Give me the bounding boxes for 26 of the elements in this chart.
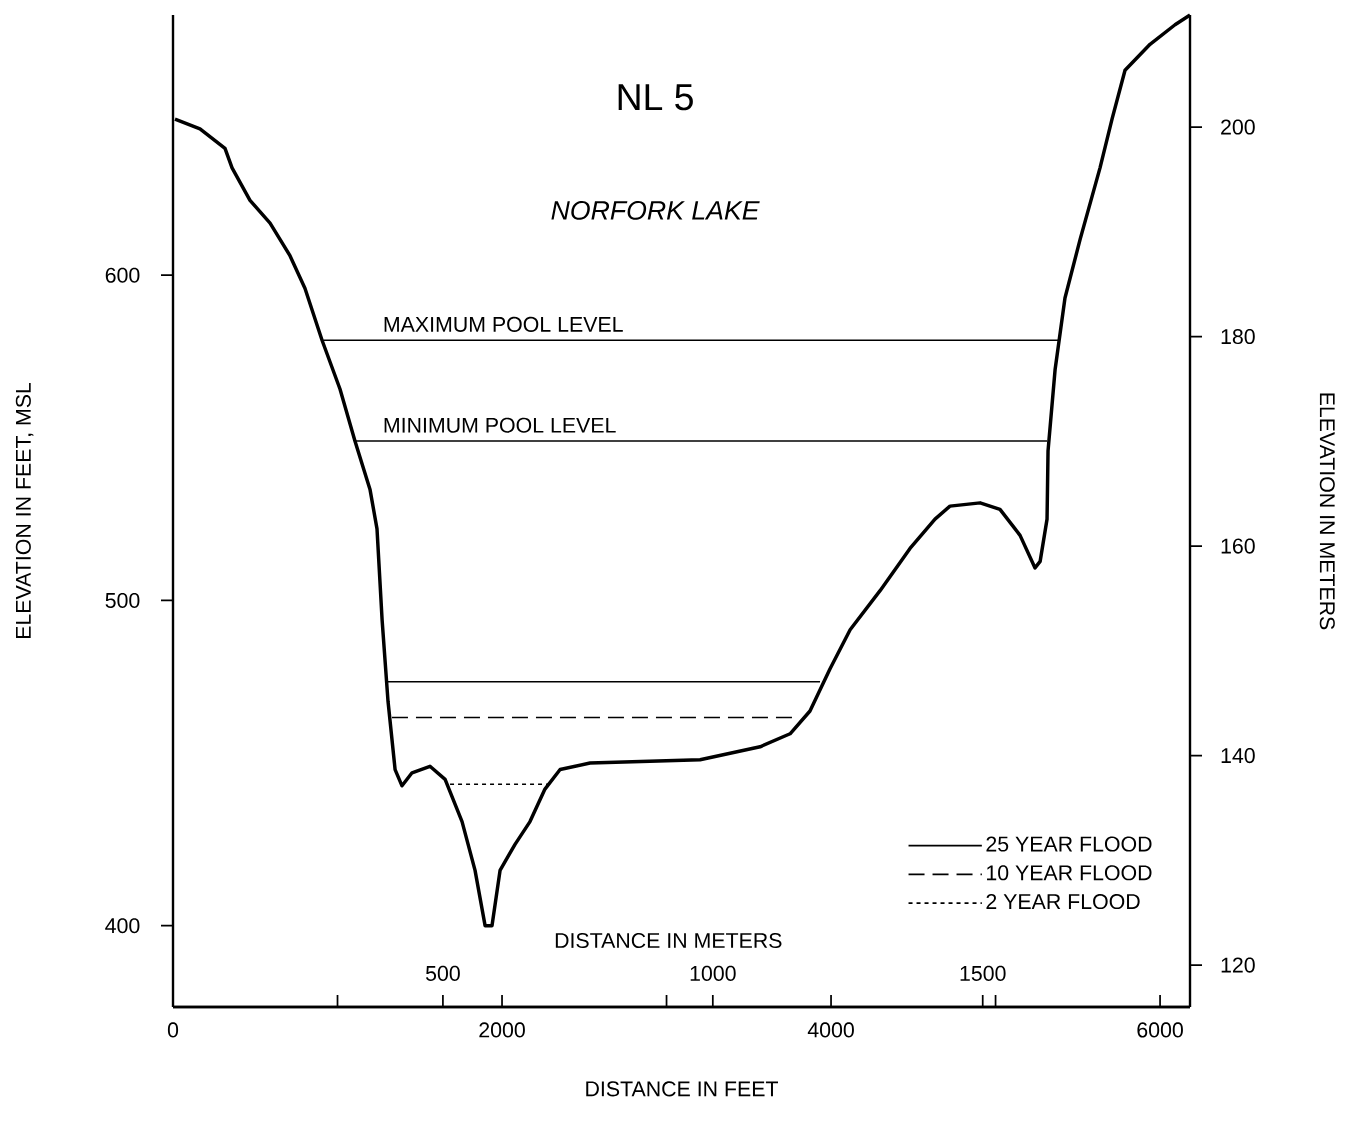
- annotation: MINIMUM POOL LEVEL: [384, 417, 616, 433]
- text: NORFORK LAKE: [551, 200, 760, 220]
- legend-label: 25 YEAR FLOOD: [986, 836, 1152, 852]
- y-axis-title: ELEVATION IN FEET, MSL: [15, 382, 34, 639]
- y-tick-label: 500: [105, 592, 140, 608]
- y2-tick-label: 140: [1221, 748, 1255, 764]
- x2-tick-label: 1500: [960, 965, 1006, 981]
- x-tick-label: 2000: [479, 1022, 525, 1038]
- x-tick-label: 6000: [1137, 1022, 1183, 1038]
- x-axis-title: DISTANCE IN FEET: [586, 1081, 778, 1097]
- x2-axis-title: DISTANCE IN METERS: [555, 932, 782, 949]
- x2-tick-label: 500: [425, 965, 460, 981]
- y-tick-label: 400: [105, 918, 140, 934]
- x2-tick-label: 1000: [690, 965, 736, 981]
- x-tick-label: 4000: [807, 1022, 854, 1038]
- legend-label: 2 YEAR FLOOD: [986, 894, 1140, 910]
- annotation: MAXIMUM POOL LEVEL: [384, 316, 623, 332]
- y2-tick-label: 160: [1221, 538, 1255, 554]
- x-tick-label: 0: [167, 1022, 179, 1038]
- y2-tick-label: 120: [1221, 957, 1255, 973]
- legend-label: 10 YEAR FLOOD: [987, 865, 1152, 881]
- text: NL 5: [618, 84, 693, 111]
- y2-tick-label: 200: [1221, 119, 1255, 135]
- y2-tick-label: 180: [1221, 329, 1255, 345]
- y-tick-label: 600: [105, 267, 140, 283]
- y2-axis-title: ELEVATION IN METERS: [1319, 393, 1335, 630]
